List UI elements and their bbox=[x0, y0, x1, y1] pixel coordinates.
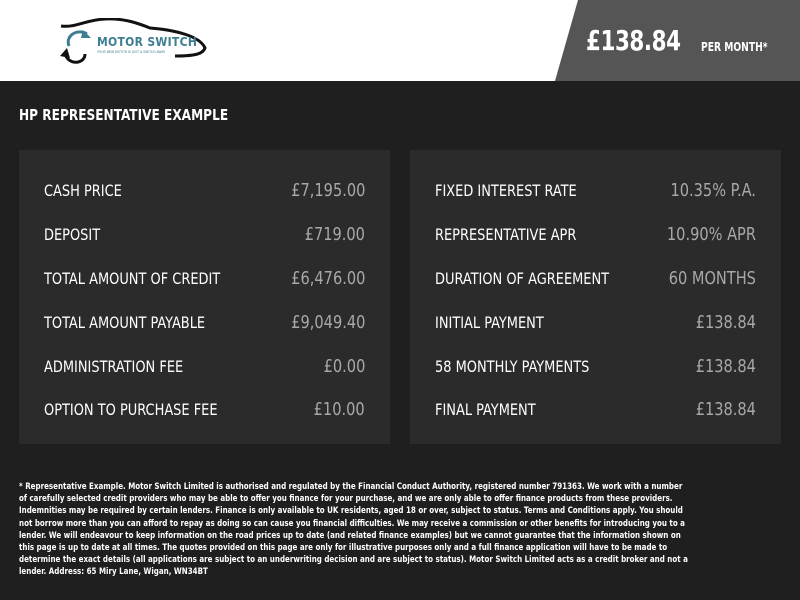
row-value: £10.00 bbox=[314, 398, 365, 420]
row-label: TOTAL AMOUNT PAYABLE bbox=[44, 312, 206, 332]
page-title: HP REPRESENTATIVE EXAMPLE bbox=[19, 106, 229, 124]
finance-row: TOTAL AMOUNT OF CREDIT £6,476.00 bbox=[44, 266, 365, 290]
left-finance-panel: CASH PRICE £7,195.00 DEPOSIT £719.00 TOTAL… bbox=[19, 150, 390, 444]
row-label: INITIAL PAYMENT bbox=[435, 312, 544, 332]
finance-row: OPTION TO PURCHASE FEE £10.00 bbox=[44, 397, 365, 421]
row-value: £138.84 bbox=[695, 398, 756, 420]
row-value: 60 MONTHS bbox=[668, 267, 756, 289]
car-arrows-icon bbox=[60, 17, 207, 64]
row-value: £138.84 bbox=[695, 355, 756, 377]
finance-row: TOTAL AMOUNT PAYABLE £9,049.40 bbox=[44, 310, 365, 334]
monthly-price: £138.84 bbox=[586, 24, 681, 57]
row-value: £138.84 bbox=[695, 311, 756, 333]
row-label: DURATION OF AGREEMENT bbox=[435, 268, 610, 288]
right-finance-panel: FIXED INTEREST RATE 10.35% P.A. REPRESENT… bbox=[410, 150, 781, 444]
finance-row: 58 MONTHLY PAYMENTS £138.84 bbox=[435, 354, 756, 378]
price-banner bbox=[555, 0, 800, 81]
finance-row: CASH PRICE £7,195.00 bbox=[44, 178, 365, 202]
row-label: FINAL PAYMENT bbox=[435, 399, 536, 419]
row-label: OPTION TO PURCHASE FEE bbox=[44, 399, 218, 419]
logo-name: MOTOR SWITCH bbox=[97, 35, 198, 49]
row-value: £6,476.00 bbox=[290, 267, 365, 289]
row-value: £7,195.00 bbox=[290, 179, 365, 201]
row-value: £9,049.40 bbox=[290, 311, 365, 333]
row-label: FIXED INTEREST RATE bbox=[435, 180, 577, 200]
row-label: ADMINISTRATION FEE bbox=[44, 356, 184, 376]
finance-row: DEPOSIT £719.00 bbox=[44, 222, 365, 246]
finance-row: FINAL PAYMENT £138.84 bbox=[435, 397, 756, 421]
row-label: DEPOSIT bbox=[44, 224, 101, 244]
header: MOTOR SWITCH YOUR NEW MOTOR IS JUST A SW… bbox=[0, 0, 800, 81]
row-value: 10.90% APR bbox=[666, 223, 756, 245]
disclaimer-text: * Representative Example. Motor Switch L… bbox=[19, 482, 688, 578]
row-value: £719.00 bbox=[304, 223, 365, 245]
finance-row: INITIAL PAYMENT £138.84 bbox=[435, 310, 756, 334]
per-month-label: PER MONTH* bbox=[701, 40, 768, 54]
finance-row: REPRESENTATIVE APR 10.90% APR bbox=[435, 222, 756, 246]
row-label: REPRESENTATIVE APR bbox=[435, 224, 577, 244]
finance-row: DURATION OF AGREEMENT 60 MONTHS bbox=[435, 266, 756, 290]
row-value: 10.35% P.A. bbox=[670, 179, 756, 201]
logo-tagline: YOUR NEW MOTOR IS JUST A SWITCH AWAY bbox=[97, 50, 166, 54]
row-label: TOTAL AMOUNT OF CREDIT bbox=[44, 268, 221, 288]
row-label: CASH PRICE bbox=[44, 180, 122, 200]
motor-switch-logo[interactable]: MOTOR SWITCH YOUR NEW MOTOR IS JUST A SW… bbox=[55, 17, 215, 68]
finance-row: ADMINISTRATION FEE £0.00 bbox=[44, 354, 365, 378]
row-value: £0.00 bbox=[323, 355, 365, 377]
row-label: 58 MONTHLY PAYMENTS bbox=[435, 356, 590, 376]
finance-row: FIXED INTEREST RATE 10.35% P.A. bbox=[435, 178, 756, 202]
